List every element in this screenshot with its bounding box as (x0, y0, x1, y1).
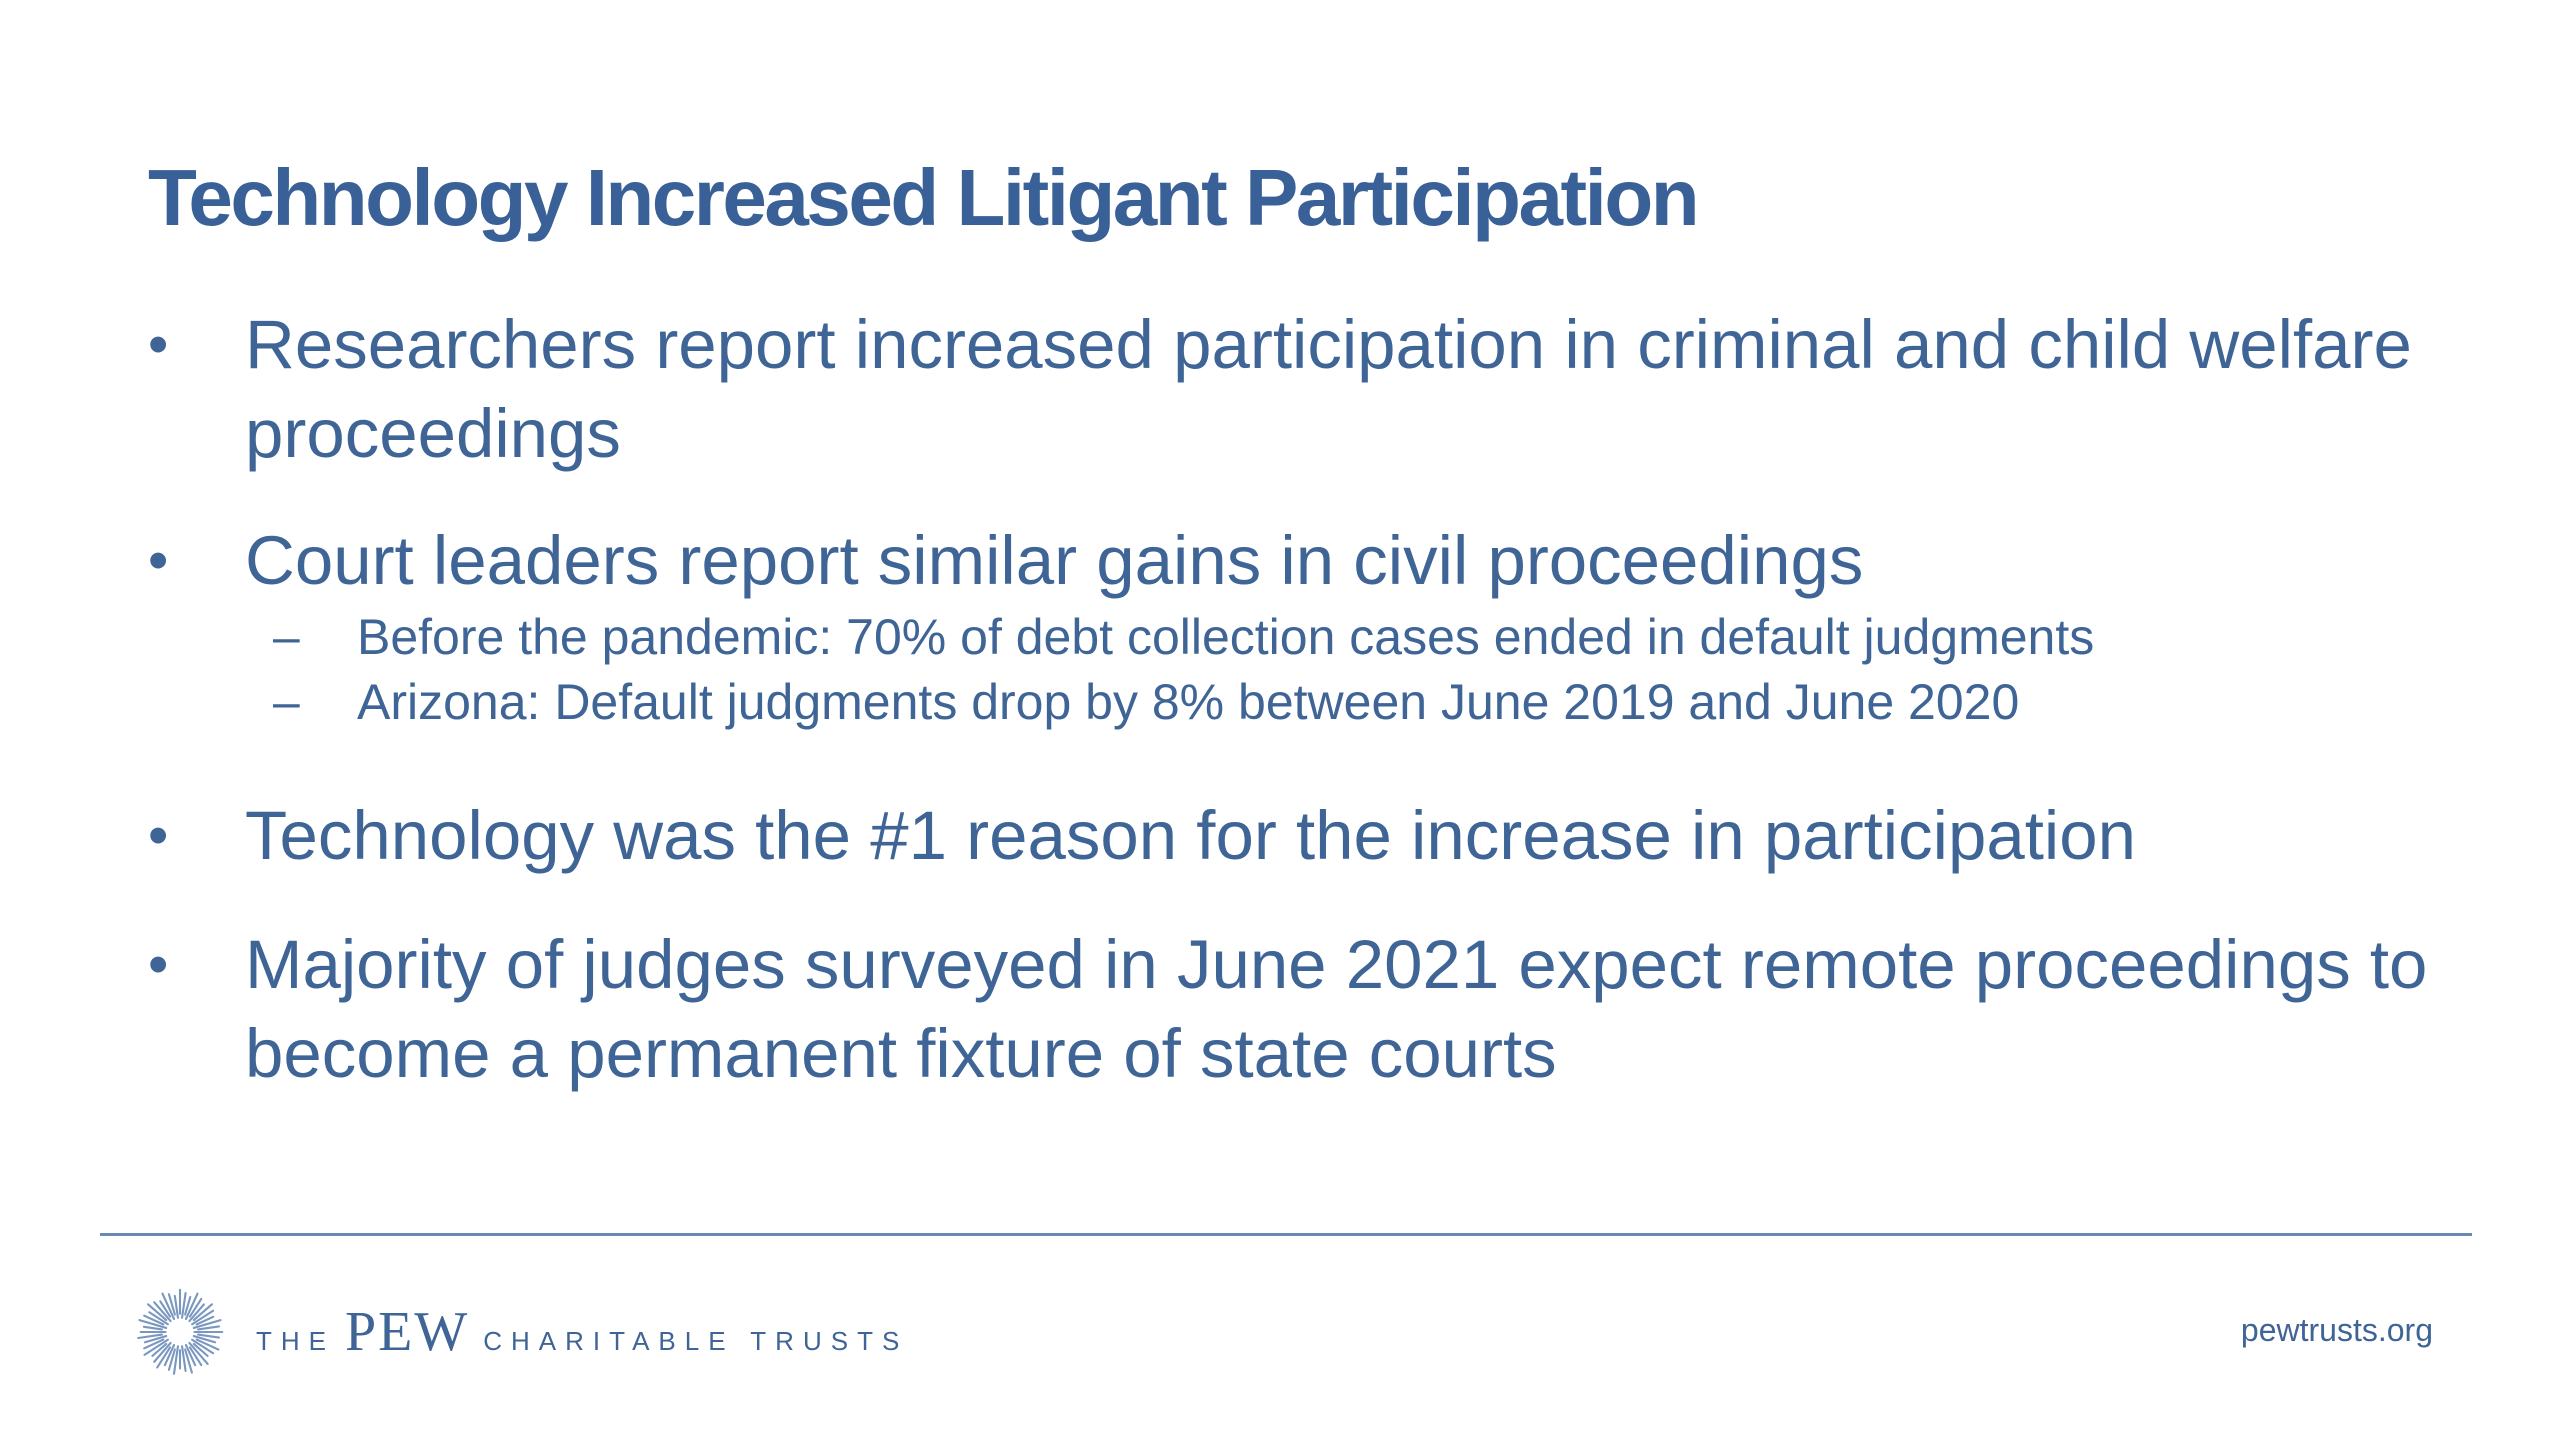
bullet-item-majority-judges: • Majority of judges surveyed in June 20… (148, 920, 2448, 1098)
bullet-list: • Researchers report increased participa… (148, 300, 2448, 1098)
logo-the-text: THE (256, 1326, 335, 1356)
logo-wordmark: THE PEW CHARITABLE TRUSTS (256, 1300, 908, 1364)
bullet-icon: • (148, 932, 169, 997)
footer-divider (100, 1233, 2472, 1236)
bullet-item-researchers: • Researchers report increased participa… (148, 300, 2448, 478)
dash-icon: – (273, 676, 300, 729)
bullet-icon: • (148, 528, 169, 593)
sunburst-icon (137, 1288, 224, 1375)
slide-title: Technology Increased Litigant Participat… (148, 153, 1700, 242)
sub-bullet-list: – Before the pandemic: 70% of debt colle… (245, 605, 2448, 735)
sub-bullet-text: Before the pandemic: 70% of debt collect… (357, 609, 2095, 665)
bullet-text: Court leaders report similar gains in ci… (245, 522, 1864, 599)
bullet-icon: • (148, 803, 169, 868)
sub-bullet-text: Arizona: Default judgments drop by 8% be… (357, 674, 2020, 730)
bullet-icon: • (148, 312, 169, 377)
logo-pew-text: PEW (345, 1301, 470, 1363)
bullet-item-court-leaders: • Court leaders report similar gains in … (148, 516, 2448, 735)
pew-logo: THE PEW CHARITABLE TRUSTS (132, 1282, 908, 1382)
sub-bullet-item: – Arizona: Default judgments drop by 8% … (245, 670, 2448, 735)
bullet-item-technology: • Technology was the #1 reason for the i… (148, 791, 2448, 880)
bullet-text: Majority of judges surveyed in June 2021… (245, 926, 2428, 1092)
dash-icon: – (273, 611, 300, 664)
logo-charitable-trusts-text: CHARITABLE TRUSTS (483, 1326, 909, 1356)
sub-bullet-item: – Before the pandemic: 70% of debt colle… (245, 605, 2448, 670)
bullet-text: Researchers report increased participati… (245, 306, 2412, 472)
bullet-text: Technology was the #1 reason for the inc… (245, 797, 2136, 874)
website-link[interactable]: pewtrusts.org (2240, 1312, 2433, 1348)
